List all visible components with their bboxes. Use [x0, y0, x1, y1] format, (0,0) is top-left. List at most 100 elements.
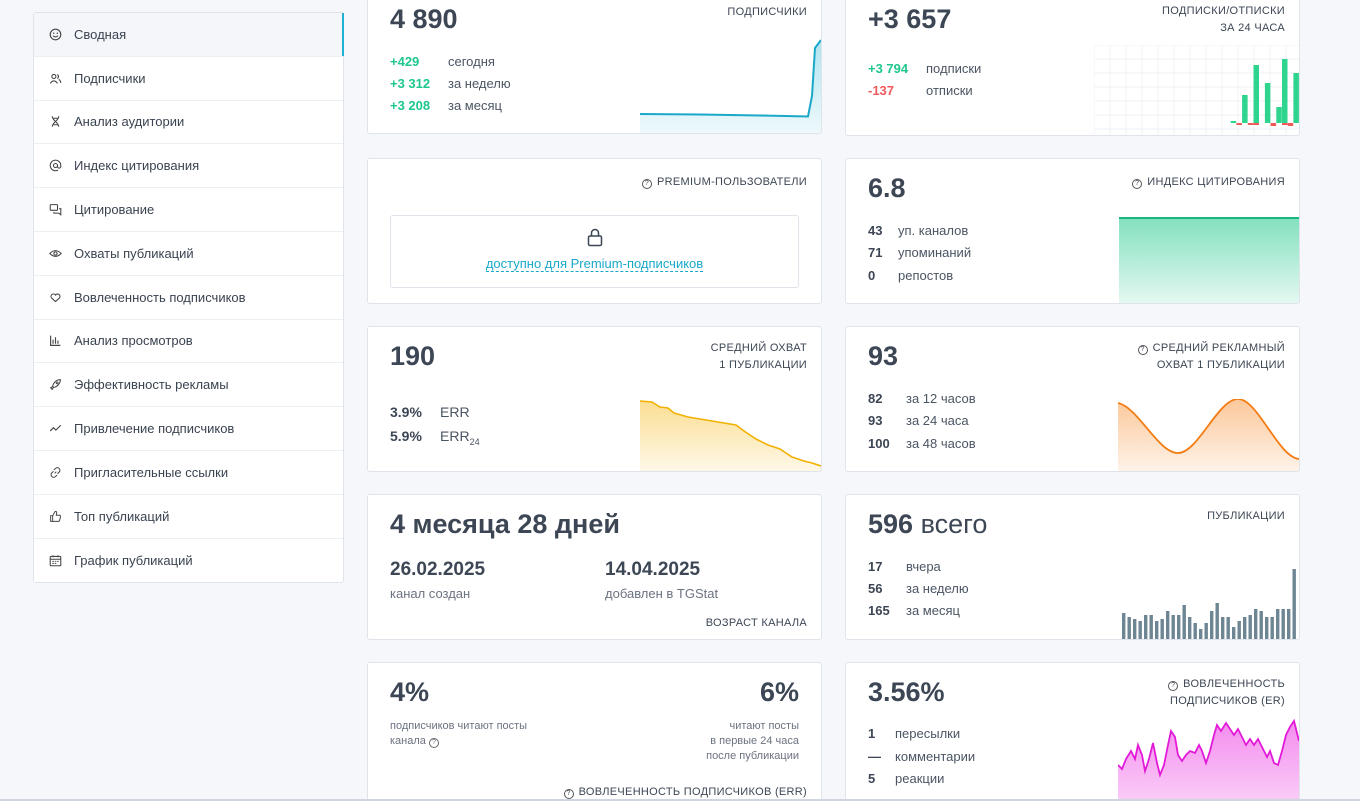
stat-value: 5 [868, 771, 876, 786]
posts-bar [1166, 611, 1170, 639]
premium-link[interactable]: доступно для Premium-подписчиков [391, 256, 798, 272]
subs-unsubs-bar-chart [1094, 45, 1299, 135]
caption-text: ИНДЕКС ЦИТИРОВАНИЯ [1147, 176, 1285, 188]
stat-row: — комментарии [868, 749, 975, 764]
reach-sparkline [640, 400, 821, 471]
err-right-text: читают посты в первые 24 часа после публ… [706, 719, 799, 764]
stat-value: +3 794 [868, 61, 909, 76]
text-line: читают посты [729, 720, 799, 732]
stat-label: за 24 часа [906, 413, 969, 428]
stat-value: +429 [390, 54, 420, 69]
caption-text: PREMIUM-ПОЛЬЗОВАТЕЛИ [657, 176, 807, 188]
sidebar-item-engagement[interactable]: Вовлеченность подписчиков [34, 276, 343, 320]
posts-bar [1160, 619, 1164, 639]
stat-value: 5.9% [390, 428, 422, 444]
stat-label: сегодня [448, 54, 495, 69]
stat-value: 165 [868, 603, 890, 618]
posts-bar [1199, 629, 1203, 639]
posts-bar [1270, 617, 1274, 639]
posts-bar [1292, 569, 1296, 639]
posts-bar [1122, 613, 1126, 639]
posts-bar [1193, 623, 1197, 639]
stat-label-sub: 24 [469, 436, 480, 447]
subscribers-value: 4 890 [390, 4, 458, 34]
caption-line: СРЕДНИЙ ОХВАТ [710, 342, 807, 354]
calendar-icon [48, 553, 62, 567]
stat-label: упоминаний [898, 245, 972, 260]
unsubscribe-bar [1270, 123, 1277, 126]
sidebar-item-top-posts[interactable]: Топ публикаций [34, 495, 343, 539]
sidebar-item-reach[interactable]: Охваты публикаций [34, 232, 343, 276]
err-left-text: подписчиков читают посты канала ? [390, 719, 527, 749]
stat-label: за месяц [906, 603, 960, 618]
stat-row: +429 сегодня [390, 54, 495, 69]
sidebar-item-views[interactable]: Анализ просмотров [34, 320, 343, 364]
stat-value: 43 [868, 223, 883, 238]
ad-reach-value: 93 [868, 341, 899, 371]
stat-row: 1 пересылки [868, 726, 960, 741]
sidebar-item-acquisition[interactable]: Привлечение подписчиков [34, 407, 343, 451]
unsubscribe-bar [1253, 123, 1259, 125]
lock-icon [587, 228, 603, 247]
caption-line: СРЕДНИЙ РЕКЛАМНЫЙ [1152, 342, 1285, 354]
stat-row: 71 упоминаний [868, 245, 971, 260]
sidebar-item-citation-index[interactable]: Индекс цитирования [34, 144, 343, 189]
posts-bar [1276, 609, 1280, 639]
posts-bar [1226, 617, 1230, 639]
stat-label: пересылки [895, 726, 961, 741]
posts-bar [1188, 617, 1192, 639]
posts-value: 596 всего [868, 509, 987, 540]
stat-label: ERR24 [440, 428, 480, 447]
stat-row: +3 312 за неделю [390, 76, 511, 91]
sidebar-item-label: Эффективность рекламы [74, 377, 229, 393]
stat-value: 3.9% [390, 404, 422, 420]
subscribers-sparkline [640, 39, 821, 133]
users-icon [48, 71, 62, 85]
posts-bar [1138, 621, 1142, 639]
unsubscribe-bar [1287, 123, 1294, 126]
dna-icon [48, 115, 62, 129]
sidebar-item-label: Охваты публикаций [74, 245, 194, 261]
err-row: 3.9% ERR [390, 404, 470, 420]
posts-bar [1210, 611, 1214, 639]
sidebar-item-audience[interactable]: Анализ аудитории [34, 101, 343, 145]
subscribe-bar [1242, 95, 1248, 123]
posts-bar [1237, 621, 1241, 639]
sidebar-item-subscribers[interactable]: Подписчики [34, 57, 343, 101]
stat-label: уп. каналов [898, 223, 969, 238]
stat-row: 0 репостов [868, 268, 953, 283]
posts-suffix: всего [920, 509, 988, 539]
channel-age-caption: ВОЗРАСТ КАНАЛА [705, 617, 807, 629]
sidebar-item-schedule[interactable]: График публикаций [34, 539, 343, 583]
posts-bar [1254, 609, 1258, 639]
posts-bar [1215, 603, 1219, 639]
sidebar-item-ads[interactable]: Эффективность рекламы [34, 363, 343, 408]
heart-hand-icon [48, 290, 62, 304]
stat-label: подписки [926, 61, 982, 76]
sidebar-item-summary[interactable]: Сводная [34, 13, 344, 57]
added-label: добавлен в TGStat [605, 586, 719, 601]
stat-label: за 48 часов [906, 436, 976, 451]
posts-bar [1232, 627, 1236, 639]
caption-line: ПОДПИСКИ/ОТПИСКИ [1162, 5, 1285, 17]
sidebar-item-label: Индекс цитирования [74, 158, 200, 174]
err-card: 4% 6% подписчиков читают посты канала ? … [367, 662, 822, 801]
subs-unsubs-caption: ПОДПИСКИ/ОТПИСКИ ЗА 24 ЧАСА [1162, 3, 1285, 37]
posts-bar [1133, 619, 1137, 639]
stat-value: 56 [868, 581, 883, 596]
text-line: канала [390, 735, 426, 747]
sidebar-item-citations[interactable]: Цитирование [34, 188, 343, 232]
sidebar-item-label: Привлечение подписчиков [74, 421, 235, 437]
posts-count: 596 [868, 509, 914, 539]
sidebar-item-label: Пригласительные ссылки [74, 464, 229, 480]
posts-bar [1144, 615, 1148, 639]
posts-bar [1171, 615, 1175, 639]
posts-bar [1287, 609, 1291, 639]
stat-row: 17 вчера [868, 559, 941, 574]
reach-value: 190 [390, 341, 436, 371]
stat-label-text: ERR [440, 428, 470, 444]
caption-line: ЗА 24 ЧАСА [1220, 22, 1285, 34]
posts-bar [1149, 615, 1153, 639]
sidebar-item-invite-links[interactable]: Пригласительные ссылки [34, 451, 343, 495]
stat-row: 165 за месяц [868, 603, 960, 618]
